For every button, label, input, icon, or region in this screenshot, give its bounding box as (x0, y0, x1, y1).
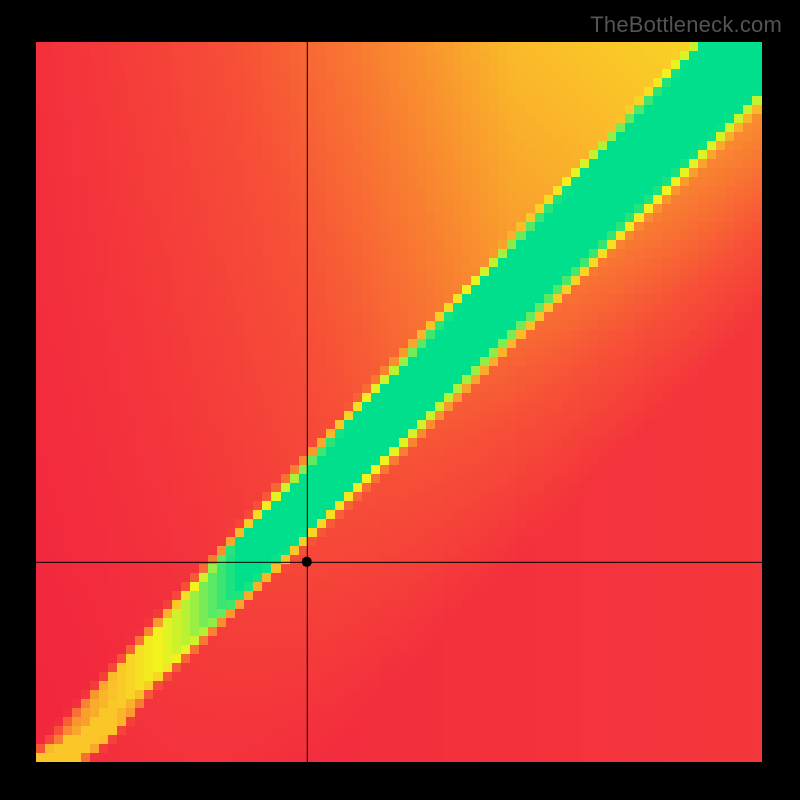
chart-container: TheBottleneck.com (0, 0, 800, 800)
bottleneck-heatmap (36, 42, 762, 762)
watermark-text: TheBottleneck.com (590, 12, 782, 38)
